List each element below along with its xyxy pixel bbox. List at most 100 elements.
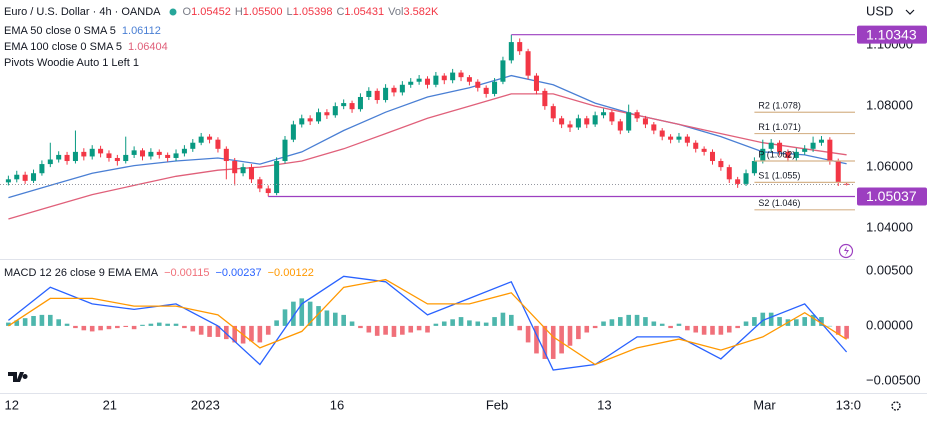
histogram-bar xyxy=(651,321,657,326)
histogram-bar xyxy=(173,323,179,326)
ohlc-label: H xyxy=(235,6,243,18)
histogram-bar xyxy=(550,325,556,359)
histogram-bar xyxy=(634,314,640,326)
candle-body xyxy=(106,153,112,158)
histogram-bar xyxy=(458,317,464,326)
currency-label[interactable]: USD xyxy=(866,3,893,18)
y-tick-label: −0.00500 xyxy=(866,372,921,387)
candle-body xyxy=(391,87,397,93)
candle-body xyxy=(550,106,556,119)
candle-body xyxy=(559,118,565,125)
histogram-bar xyxy=(98,325,103,331)
indicator-line xyxy=(8,93,847,220)
candle-body xyxy=(366,90,372,97)
histogram-bar xyxy=(232,325,238,343)
pivot-label: S1 (1.055) xyxy=(758,171,800,181)
candle-body xyxy=(282,139,288,162)
histogram-bar xyxy=(182,325,187,329)
legend-value: −0.00237 xyxy=(215,267,261,279)
histogram-bar xyxy=(492,317,497,326)
histogram-bar xyxy=(198,325,204,335)
candle-body xyxy=(89,148,95,157)
legend-name: EMA 100 close 0 SMA 5 xyxy=(4,41,122,53)
ohlc-value: 3.582K xyxy=(403,6,439,18)
x-tick-label: Mar xyxy=(753,397,776,412)
pivot-label: R2 (1.078) xyxy=(758,101,801,111)
price-axis-label-text: 1.05037 xyxy=(866,188,917,204)
histogram-bar xyxy=(291,301,296,326)
candle-body xyxy=(223,148,229,162)
candle-body xyxy=(324,112,330,116)
candle-body xyxy=(357,96,363,110)
histogram-bar xyxy=(534,325,539,354)
histogram-bar xyxy=(64,323,70,326)
histogram-bar xyxy=(760,312,766,326)
histogram-bar xyxy=(31,315,36,326)
histogram-bar xyxy=(274,320,279,326)
histogram-bar xyxy=(810,314,816,326)
candle-body xyxy=(693,142,699,149)
ohlc-label: C xyxy=(336,6,344,18)
histogram-bar xyxy=(106,325,112,330)
histogram-bar xyxy=(609,319,615,326)
candle-body xyxy=(525,51,531,76)
histogram-bar xyxy=(567,325,573,346)
candle-body xyxy=(56,154,62,160)
candle-body xyxy=(64,154,70,162)
ohlc-label: L xyxy=(287,6,293,18)
candle-body xyxy=(818,139,824,143)
histogram-bar xyxy=(483,322,489,326)
candle-body xyxy=(492,81,498,94)
histogram-bar xyxy=(659,323,665,326)
settings-icon[interactable] xyxy=(891,401,901,411)
histogram-bar xyxy=(140,324,145,326)
candle-body xyxy=(760,148,766,162)
candle-body xyxy=(466,77,472,82)
candle-body xyxy=(299,118,305,125)
histogram-bar xyxy=(835,325,841,335)
histogram-bar xyxy=(718,325,724,335)
histogram-bar xyxy=(190,325,196,332)
candle-body xyxy=(148,151,154,157)
legend-name: EMA 50 close 0 SMA 5 xyxy=(4,25,116,37)
candle-body xyxy=(156,151,162,155)
legend-pivots: Pivots Woodie Auto 1 Left 1 xyxy=(4,57,139,69)
histogram-bar xyxy=(584,325,590,333)
histogram-bar xyxy=(383,325,388,335)
legend-name: MACD 12 26 close 9 EMA EMA xyxy=(4,267,159,279)
price-axis-label xyxy=(857,187,927,206)
candle-body xyxy=(500,60,506,82)
alert-icon[interactable] xyxy=(838,243,854,259)
tv-logo[interactable] xyxy=(8,372,28,382)
candle-body xyxy=(785,151,791,158)
histogram-bar xyxy=(249,325,254,342)
candle-body xyxy=(777,142,783,152)
candle-body xyxy=(123,154,129,162)
histogram-bar xyxy=(207,325,212,337)
histogram-bar xyxy=(115,325,120,329)
ohlc-value: 1.05452 xyxy=(191,6,231,18)
candle-body xyxy=(139,150,146,157)
y-tick-label: 1.06000 xyxy=(866,159,913,174)
candle-body xyxy=(475,81,481,88)
histogram-bar xyxy=(425,325,430,333)
histogram-bar xyxy=(374,325,380,336)
histogram-bar xyxy=(525,325,531,343)
candle-body xyxy=(349,103,355,110)
histogram-bar xyxy=(6,322,11,326)
candle-body xyxy=(743,173,749,184)
x-tick-label: 21 xyxy=(103,397,117,412)
candle-body xyxy=(701,148,707,152)
histogram-bar xyxy=(358,325,363,329)
currency-caret[interactable] xyxy=(905,9,915,15)
candle-body xyxy=(424,78,431,85)
x-tick-label: 13:0 xyxy=(836,397,861,412)
histogram-bar xyxy=(509,314,514,326)
histogram-bar xyxy=(643,317,648,326)
histogram-bar xyxy=(676,323,682,326)
candle-body xyxy=(450,72,456,81)
histogram-bar xyxy=(617,317,623,326)
candle-body xyxy=(508,42,514,61)
candle-body xyxy=(165,154,171,158)
